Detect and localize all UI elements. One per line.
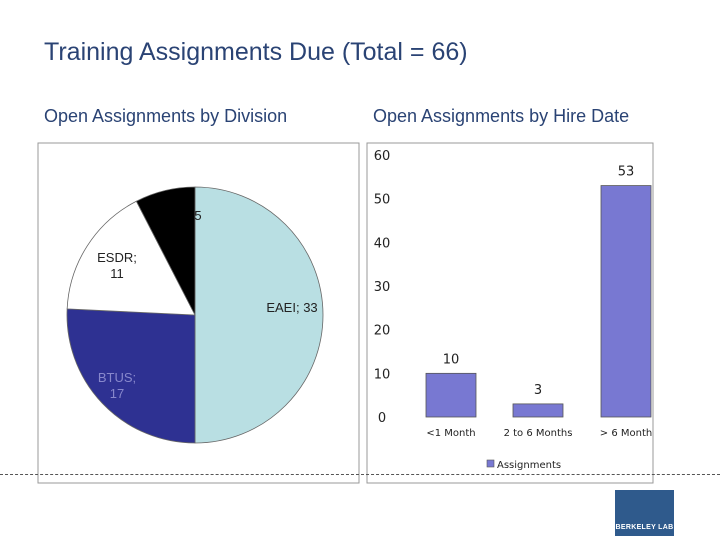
pie-slice-esdr <box>66 200 196 316</box>
footer-divider <box>0 474 720 475</box>
pie-label-esdr: ESDR; 11 <box>97 250 137 281</box>
bar-data-label: 53 <box>618 165 635 180</box>
x-tick-label: <1 Month <box>426 428 475 439</box>
y-tick-label: 10 <box>374 367 391 382</box>
y-tick-label: 40 <box>374 236 391 251</box>
bar-3 <box>600 185 652 418</box>
pie-plot-frame <box>37 142 360 484</box>
legend-label: Assignments <box>497 460 561 471</box>
x-tick-label: > 6 Month <box>600 428 652 439</box>
x-tick-label: 2 to 6 Months <box>504 428 573 439</box>
y-tick-label: 30 <box>374 280 391 295</box>
pie-slice-other <box>135 186 196 316</box>
pie-label-eaei: EAEI; 33 <box>266 300 317 315</box>
y-tick-label: 20 <box>374 324 391 339</box>
y-tick-label: 50 <box>374 193 391 208</box>
pie-slice-btus <box>66 308 196 444</box>
bar-data-label: 10 <box>443 352 460 367</box>
pie-chart-title: Open Assignments by Division <box>44 106 288 126</box>
logo-text: BERKELEY LAB <box>615 524 674 531</box>
bar-2 <box>512 403 564 418</box>
bar-data-label: 3 <box>534 383 542 398</box>
y-tick-label: 60 <box>374 149 391 164</box>
bar-chart-title: Open Assignments by Hire Date <box>373 106 630 126</box>
slide-title: Training Assignments Due (Total = 66) <box>44 38 468 66</box>
pie-slice-eaei <box>194 186 324 444</box>
berkeley-lab-logo: BERKELEY LAB <box>615 490 674 536</box>
y-tick-label: 0 <box>378 411 386 426</box>
bar-plot-frame <box>366 142 654 484</box>
pie-label-btus: BTUS; 17 <box>98 370 136 401</box>
bar-1 <box>425 372 477 418</box>
pie-label-other: 5 <box>194 208 201 223</box>
legend-swatch <box>486 459 495 468</box>
